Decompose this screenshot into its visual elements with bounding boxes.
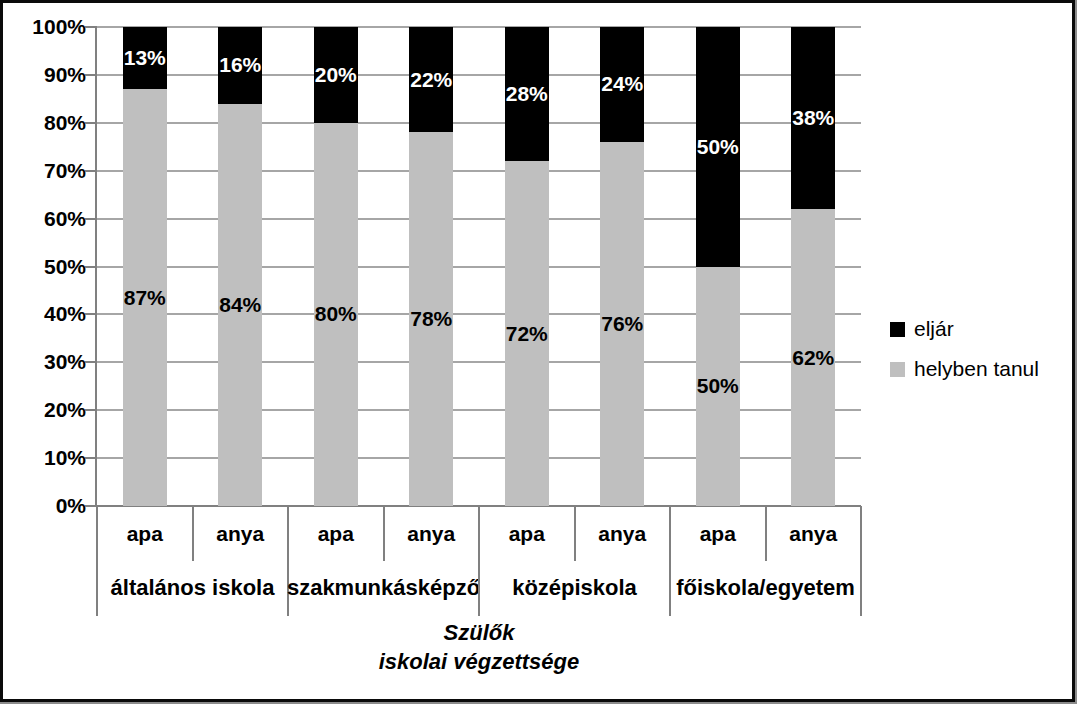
legend: eljár helyben tanul [890,315,1039,383]
x-axis-line [97,505,861,507]
bar-value-label: 28% [495,81,559,107]
group-label: szakmunkásképző [288,562,479,614]
gridline [97,170,861,172]
bar-value-label: 80% [304,301,368,327]
y-tick-label: 50% [3,254,86,280]
legend-label: helyben tanul [914,357,1039,381]
legend-item: helyben tanul [890,355,1039,383]
gridline [97,457,861,459]
category-label: anya [384,506,480,561]
gridline [97,122,861,124]
y-tick-label: 100% [3,14,86,40]
plot-area: 87% 13% 84% 16% 80% 20% 78% 22% 72% 28% 76% 24% 50% 5… [97,27,861,506]
bar-value-label: 20% [304,62,368,88]
category-label: anya [193,506,289,561]
category-label: apa [479,506,575,561]
legend-swatch-eljár [890,322,905,337]
chart-window: 0% 10% 20% 30% 40% 50% 60% 70% 80% 90% 100% 87% 13%… [0,0,1077,704]
bar-value-label: 50% [686,373,750,399]
bar-value-label: 50% [686,134,750,160]
x-axis-title-line1: Szülők [97,618,861,647]
y-tick-label: 90% [3,62,86,88]
category-label: anya [575,506,671,561]
bar-value-label: 84% [208,292,272,318]
legend-swatch-helyben-tanul [890,362,905,377]
y-tick-label: 80% [3,110,86,136]
bar-value-label: 22% [399,67,463,93]
legend-label: eljár [914,317,954,341]
y-axis-line [95,26,97,507]
gridline [97,218,861,220]
gridline [97,361,861,363]
bar-value-label: 13% [113,45,177,71]
x-axis-title-line2: iskolai végzettsége [97,647,861,676]
chart-canvas: 0% 10% 20% 30% 40% 50% 60% 70% 80% 90% 100% 87% 13%… [0,0,1075,702]
gridline [97,266,861,268]
category-label: apa [97,506,193,561]
group-label: általános iskola [97,562,288,614]
legend-item: eljár [890,315,1039,343]
bar-value-label: 76% [590,311,654,337]
y-tick-label: 70% [3,158,86,184]
gridline [97,409,861,411]
bar-value-label: 24% [590,71,654,97]
y-tick-label: 0% [3,493,86,519]
bar-value-label: 62% [781,345,845,371]
y-tick-label: 10% [3,445,86,471]
bar-value-label: 87% [113,285,177,311]
bar-value-label: 38% [781,105,845,131]
bar-value-label: 72% [495,321,559,347]
group-label: főiskola/egyetem [670,562,861,614]
y-tick-label: 30% [3,349,86,375]
bar-value-label: 16% [208,52,272,78]
group-label: középiskola [479,562,670,614]
category-label: anya [766,506,862,561]
category-label: apa [670,506,766,561]
gridline [97,26,861,28]
y-tick-label: 20% [3,397,86,423]
y-tick-label: 60% [3,206,86,232]
x-axis-title: Szülők iskolai végzettsége [97,618,861,676]
y-tick-label: 40% [3,301,86,327]
category-label: apa [288,506,384,561]
bar-value-label: 78% [399,306,463,332]
